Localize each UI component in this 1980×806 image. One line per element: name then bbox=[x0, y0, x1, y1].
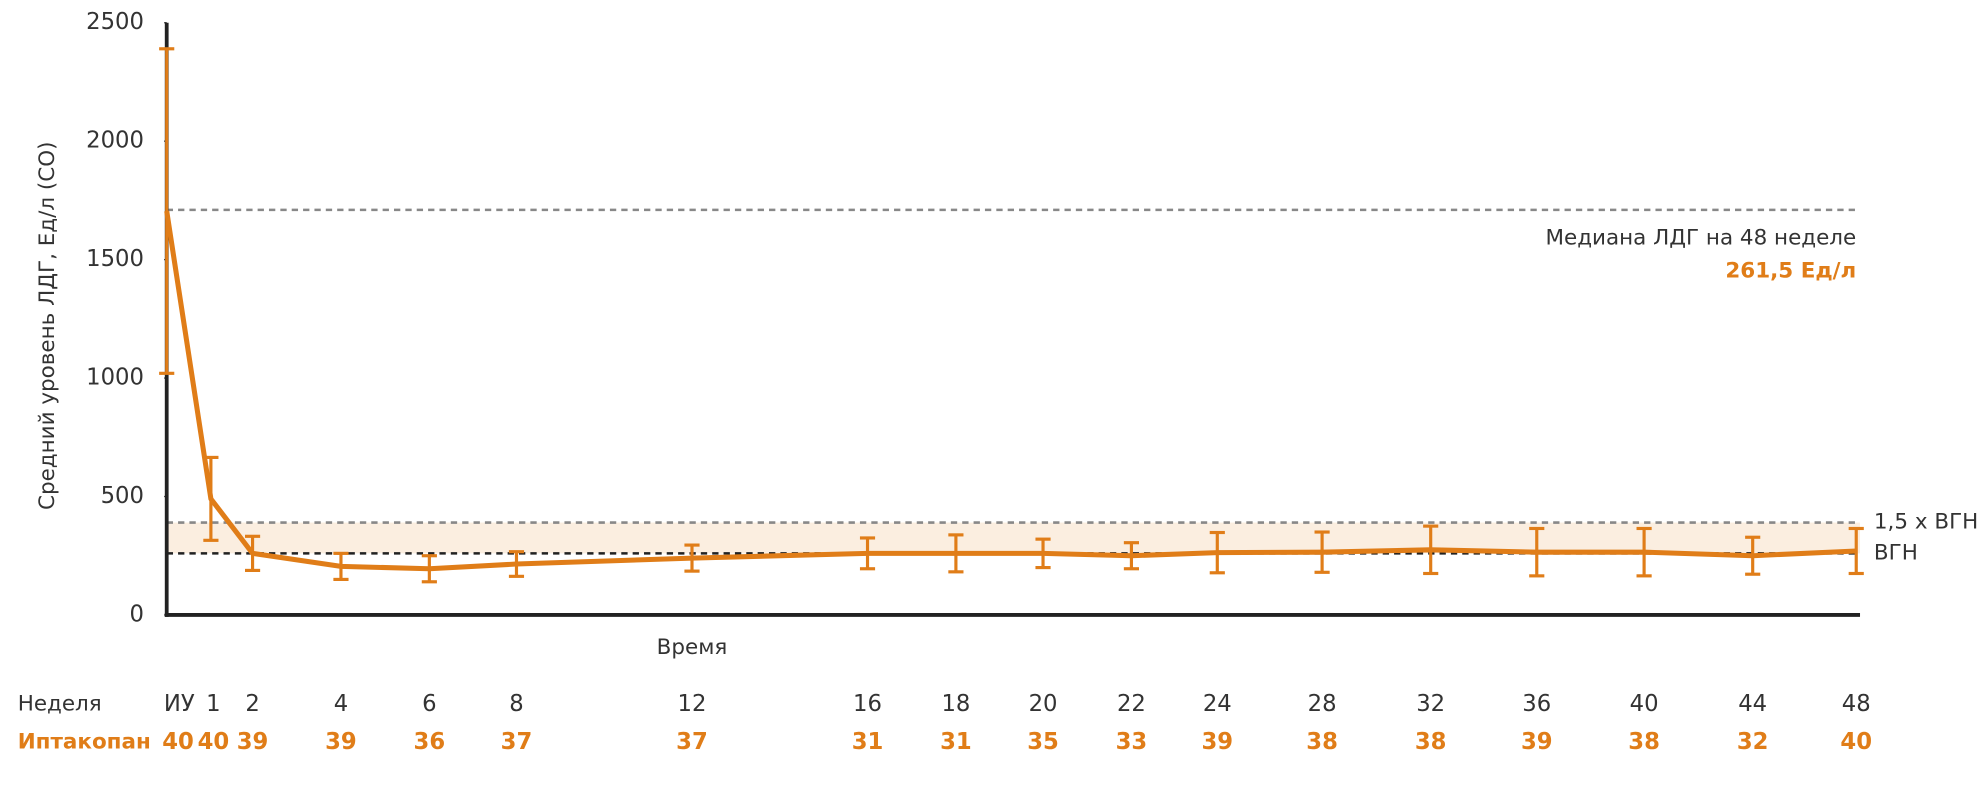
n-count: 31 bbox=[940, 729, 972, 755]
n-count: 39 bbox=[1521, 729, 1553, 755]
row-label: Неделя bbox=[18, 692, 102, 717]
series-line bbox=[164, 210, 1857, 572]
x-tick-label: 20 bbox=[1029, 691, 1058, 717]
x-tick-label: 8 bbox=[509, 691, 523, 717]
y-tick-label: 0 bbox=[130, 601, 144, 627]
n-count: 31 bbox=[852, 729, 884, 755]
n-count: 37 bbox=[501, 729, 533, 755]
series-label: Иптакопан bbox=[18, 729, 151, 754]
n-count: 40 bbox=[1840, 729, 1872, 755]
y-axis-label: Средний уровень ЛДГ, Ед/л (СО) bbox=[35, 142, 60, 511]
y-tick-label: 2500 bbox=[86, 9, 144, 35]
uln-band bbox=[166, 522, 1861, 554]
x-axis-label: Время bbox=[657, 635, 728, 660]
n-count: 39 bbox=[325, 729, 357, 755]
x-tick-label: 1 bbox=[206, 691, 220, 717]
x-tick-label: 36 bbox=[1522, 691, 1551, 717]
x-tick-label: 32 bbox=[1416, 691, 1445, 717]
y-tick-label: 500 bbox=[101, 483, 144, 509]
x-tick-label: ИУ bbox=[164, 691, 195, 717]
x-tick-label: 6 bbox=[422, 691, 436, 717]
annotation: 261,5 Ед/л bbox=[1725, 258, 1856, 283]
x-tick-label: 12 bbox=[678, 691, 707, 717]
n-count: 36 bbox=[414, 729, 446, 755]
x-tick-label: 44 bbox=[1738, 691, 1767, 717]
n-count: 33 bbox=[1116, 729, 1148, 755]
x-tick-label: 2 bbox=[245, 691, 259, 717]
x-tick-label: 28 bbox=[1308, 691, 1337, 717]
n-count: 32 bbox=[1737, 729, 1769, 755]
reference-label: 1,5 x ВГН bbox=[1874, 510, 1978, 535]
reference-label: ВГН bbox=[1874, 540, 1918, 565]
annotation: Медиана ЛДГ на 48 неделе bbox=[1546, 226, 1857, 251]
y-tick-label: 2000 bbox=[86, 128, 144, 154]
x-tick-label: 16 bbox=[853, 691, 882, 717]
n-count: 37 bbox=[676, 729, 708, 755]
n-count: 38 bbox=[1306, 729, 1338, 755]
x-tick-label: 4 bbox=[334, 691, 348, 717]
x-tick-label: 22 bbox=[1117, 691, 1146, 717]
n-count: 39 bbox=[237, 729, 269, 755]
x-tick-label: 48 bbox=[1842, 691, 1871, 717]
x-tick-label: 40 bbox=[1630, 691, 1659, 717]
n-count: 40 bbox=[198, 729, 230, 755]
n-count: 38 bbox=[1415, 729, 1447, 755]
n-count: 38 bbox=[1628, 729, 1660, 755]
x-tick-label: 18 bbox=[941, 691, 970, 717]
n-count: 35 bbox=[1027, 729, 1059, 755]
y-tick-label: 1500 bbox=[86, 246, 144, 272]
y-tick-label: 1000 bbox=[86, 365, 144, 391]
x-tick-label: 24 bbox=[1203, 691, 1232, 717]
n-count: 39 bbox=[1201, 729, 1233, 755]
n-count: 40 bbox=[162, 729, 194, 755]
